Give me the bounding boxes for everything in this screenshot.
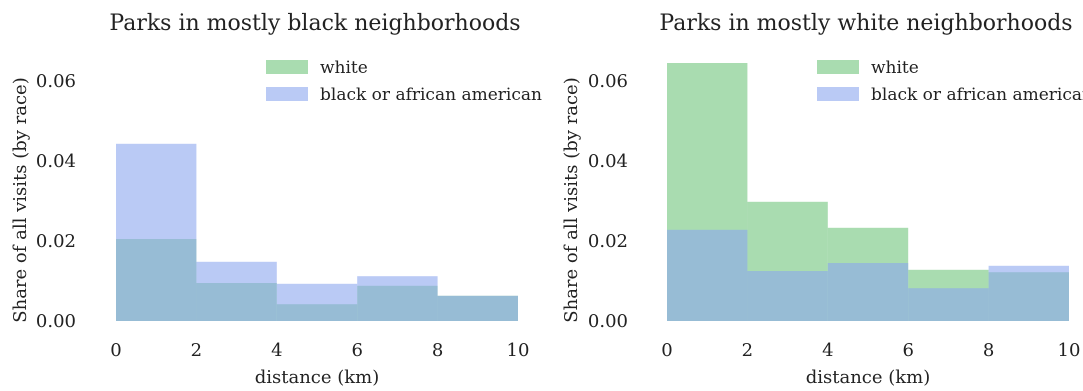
y-tick-label: 0.00: [36, 311, 76, 332]
x-tick-label: 10: [1058, 340, 1081, 361]
black-bar-1: [196, 261, 277, 321]
black-bar-3: [908, 288, 989, 321]
y-tick-label: 0.02: [588, 231, 628, 252]
x-tick-label: 4: [822, 340, 833, 361]
y-axis-label: Share of all visits (by race): [10, 77, 31, 322]
legend-swatch-white: [817, 60, 859, 74]
x-tick-label: 0: [661, 340, 672, 361]
legend-swatch-white: [266, 60, 308, 74]
x-tick-label: 4: [271, 340, 282, 361]
legend-label-white: white: [320, 58, 368, 78]
y-tick-label: 0.06: [588, 71, 628, 92]
x-tick-label: 8: [432, 340, 443, 361]
y-tick-label: 0.00: [588, 311, 628, 332]
black-bar-1: [747, 271, 828, 321]
x-tick-label: 2: [191, 340, 202, 361]
y-tick-label: 0.06: [36, 71, 76, 92]
legend-label-black: black or african american: [871, 85, 1083, 105]
x-axis-label: distance (km): [806, 367, 931, 387]
legend-swatch-black: [266, 87, 308, 101]
legend-label-black: black or african american: [320, 85, 542, 105]
black-bar-4: [437, 295, 518, 321]
x-tick-label: 8: [983, 340, 994, 361]
black-bar-2: [827, 263, 909, 321]
legend-swatch-black: [817, 87, 859, 101]
x-tick-label: 6: [351, 340, 362, 361]
y-tick-label: 0.04: [36, 151, 76, 172]
chart-title: Parks in mostly white neighborhoods: [659, 11, 1072, 36]
x-tick-label: 0: [110, 340, 121, 361]
y-tick-label: 0.04: [588, 151, 628, 172]
black-bar-2: [276, 283, 358, 321]
black-bar-4: [988, 265, 1069, 321]
y-tick-label: 0.02: [36, 231, 76, 252]
black-bar-0: [116, 143, 197, 321]
x-tick-label: 6: [902, 340, 913, 361]
x-tick-label: 10: [507, 340, 530, 361]
black-bar-3: [357, 276, 438, 321]
x-axis-label: distance (km): [255, 367, 380, 387]
x-tick-label: 2: [742, 340, 753, 361]
y-axis-label: Share of all visits (by race): [561, 77, 582, 322]
legend-label-white: white: [871, 58, 919, 78]
chart-title: Parks in mostly black neighborhoods: [109, 11, 520, 36]
black-bar-0: [667, 229, 748, 321]
